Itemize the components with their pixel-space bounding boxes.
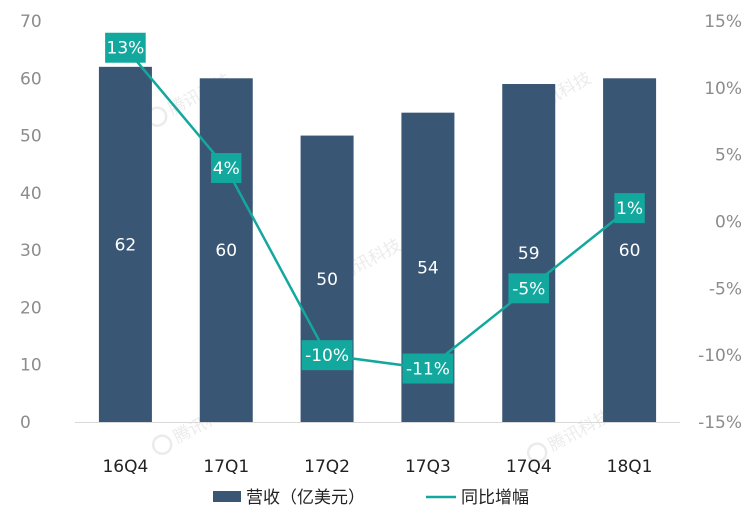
growth-labels: 13% 4% -10% -11% -5% 1%: [105, 32, 645, 384]
left-tick-label: 70: [20, 12, 42, 32]
left-tick-label: 60: [20, 69, 42, 89]
growth-label-18Q1: 1%: [614, 193, 645, 224]
growth-label-16Q4: 13%: [105, 32, 146, 63]
growth-label-box: [402, 353, 454, 384]
left-tick-label: 30: [20, 241, 42, 261]
left-tick-label: 40: [20, 184, 42, 204]
right-tick-label: 0%: [715, 213, 742, 233]
right-tick-label: -15%: [698, 413, 742, 433]
right-tick-label: 15%: [704, 12, 742, 32]
left-tick-label: 0: [20, 413, 31, 433]
growth-label-box: [614, 193, 645, 224]
growth-label-text: -5%: [512, 279, 545, 299]
category-label: 17Q1: [203, 457, 249, 477]
growth-label-17Q3: -11%: [402, 353, 454, 384]
legend-bar-swatch: [213, 491, 241, 502]
left-axis-ticks: 0 10 20 30 40 50 60 70: [20, 12, 42, 433]
legend-line-label: 同比增幅: [461, 488, 529, 508]
left-tick-label: 20: [20, 298, 42, 318]
category-label: 16Q4: [102, 457, 148, 477]
right-tick-label: -10%: [698, 346, 742, 366]
bar-value-label: 62: [115, 235, 137, 255]
bar-value-label: 60: [215, 241, 237, 261]
category-label: 17Q4: [506, 457, 552, 477]
left-tick-label: 50: [20, 127, 42, 147]
bar-value-label: 59: [518, 244, 540, 264]
growth-label-box: [105, 32, 146, 63]
category-label: 17Q3: [405, 457, 451, 477]
category-label: 17Q2: [304, 457, 350, 477]
growth-label-box: [211, 153, 242, 184]
category-label: 18Q1: [607, 457, 653, 477]
bar-17Q2: [300, 135, 354, 423]
growth-label-17Q2: -10%: [301, 340, 353, 371]
growth-label-box: [301, 340, 353, 371]
bar-18Q1: [603, 78, 657, 423]
bar-labels: 62 60 50 54 59 60: [115, 235, 641, 289]
category-labels: 16Q4 17Q1 17Q2 17Q3 17Q4 18Q1: [102, 457, 652, 477]
left-tick-label: 10: [20, 356, 42, 376]
bar-value-label: 54: [417, 258, 439, 278]
bar-16Q4: [98, 66, 152, 422]
growth-label-17Q1: 4%: [211, 153, 242, 184]
watermark-logo-icon: [151, 434, 173, 455]
growth-label-text: -11%: [406, 360, 450, 380]
right-tick-label: 10%: [704, 79, 742, 99]
growth-label-text: -10%: [305, 346, 349, 366]
right-tick-label: -5%: [709, 279, 742, 299]
bar-17Q1: [199, 78, 253, 423]
growth-label-text: 13%: [107, 39, 145, 59]
legend-bar-label: 营收（亿美元）: [246, 488, 365, 508]
growth-label-text: 1%: [616, 199, 643, 219]
bar-17Q4: [502, 84, 556, 422]
growth-label-text: 4%: [213, 159, 240, 179]
right-tick-label: 5%: [715, 146, 742, 166]
bar-value-label: 60: [619, 241, 641, 261]
legend: 营收（亿美元） 同比增幅: [213, 488, 529, 508]
growth-label-17Q4: -5%: [508, 273, 550, 304]
watermark-logo-icon: [526, 442, 548, 463]
bar-value-label: 50: [316, 270, 338, 290]
growth-label-box: [508, 273, 550, 304]
right-axis-ticks: -15% -10% -5% 0% 5% 10% 15%: [698, 12, 742, 433]
